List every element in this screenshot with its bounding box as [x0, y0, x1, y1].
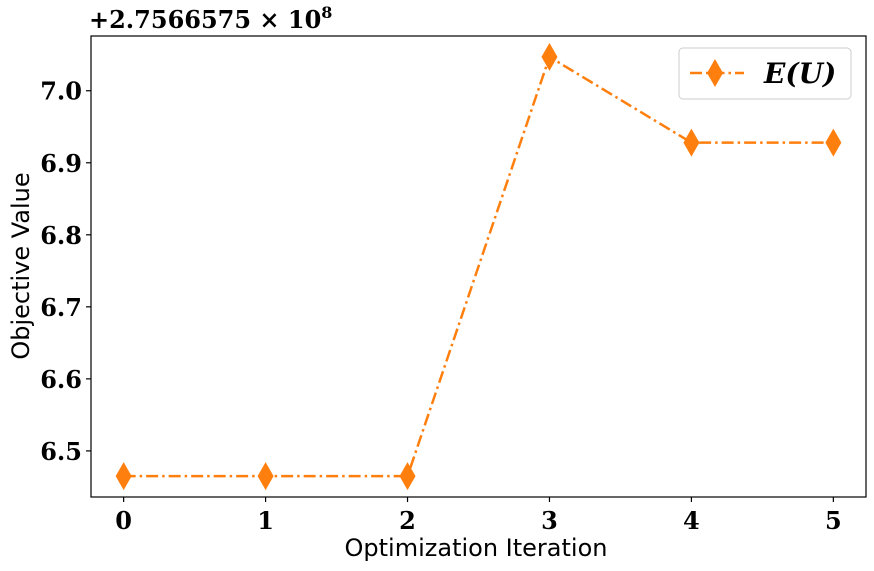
y-tick-label: 6.6 — [40, 365, 82, 394]
legend-box — [678, 47, 852, 100]
data-point-marker — [257, 462, 274, 491]
x-axis-label: Optimization Iteration — [345, 534, 608, 562]
x-tick-label: 1 — [257, 506, 274, 535]
y-axis-label: Objective Value — [7, 172, 35, 359]
axis-ticks: 0 1 2 3 4 5 6.5 6.6 6.7 6.8 6.9 7.0 — [40, 77, 841, 535]
data-point-marker — [541, 42, 558, 71]
y-tick-label: 6.5 — [40, 437, 82, 466]
x-tick-label: 3 — [541, 506, 558, 535]
legend-label: E(U) — [763, 57, 836, 90]
y-tick-label: 6.7 — [40, 293, 82, 322]
x-tick-label: 5 — [825, 506, 842, 535]
data-point-marker — [115, 462, 132, 491]
series-line — [123, 55, 834, 478]
x-tick-label: 4 — [683, 506, 700, 535]
plot-area — [115, 42, 842, 491]
legend: E(U) — [678, 47, 852, 100]
data-point-marker — [683, 128, 700, 157]
y-tick-label: 7.0 — [40, 77, 82, 106]
data-point-marker — [825, 128, 842, 157]
x-tick-label: 2 — [399, 506, 416, 535]
data-point-marker — [399, 462, 416, 491]
offset-exponent: 8 — [321, 3, 332, 22]
legend-marker — [707, 59, 723, 87]
x-tick-label: 0 — [115, 506, 132, 535]
y-tick-label: 6.9 — [40, 149, 82, 178]
plot-frame — [90, 35, 867, 498]
offset-label: +2.7566575 × 108 — [89, 3, 332, 34]
y-tick-label: 6.8 — [40, 221, 82, 250]
